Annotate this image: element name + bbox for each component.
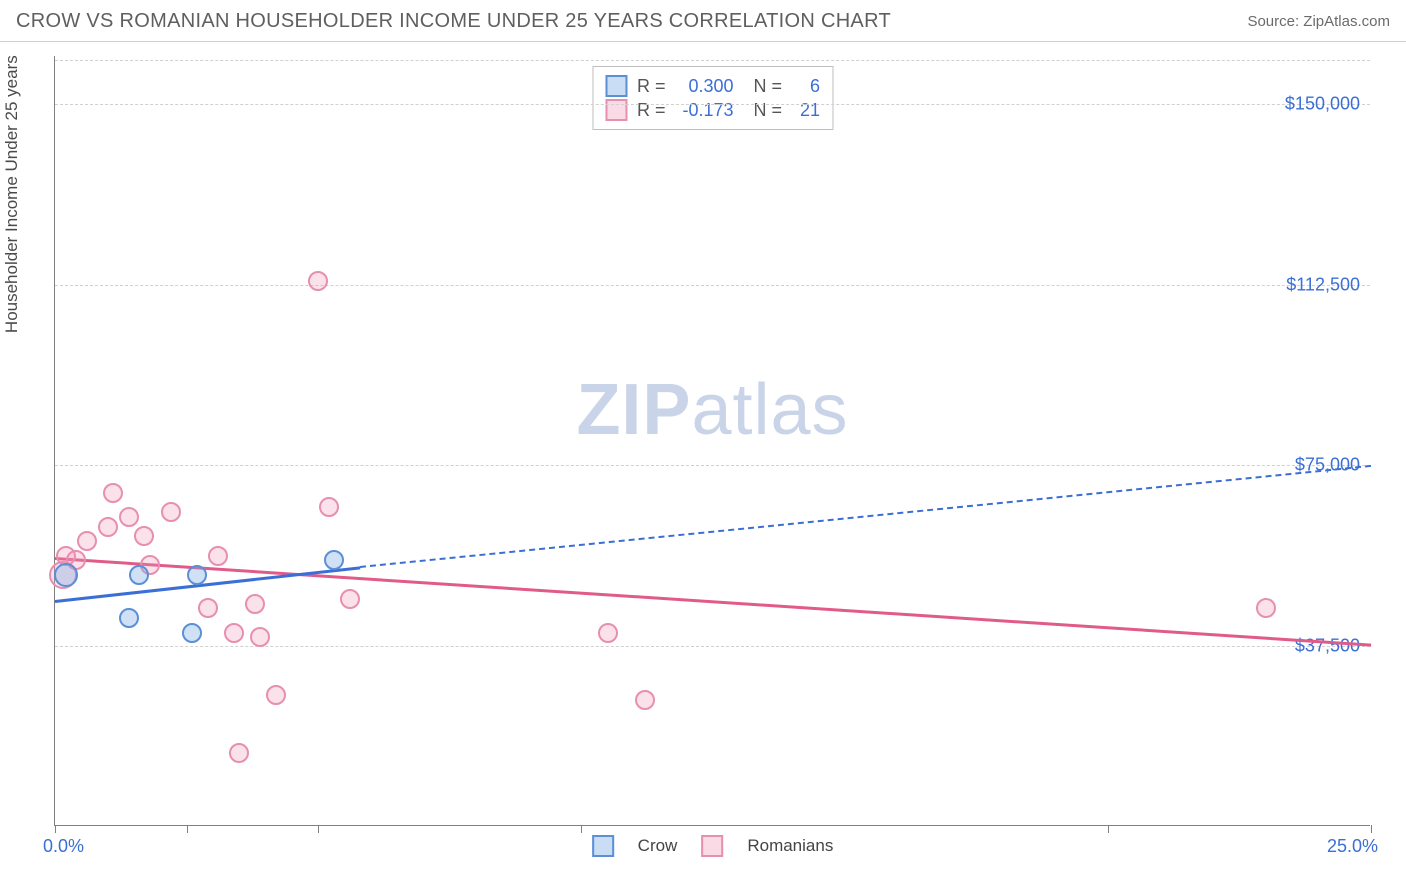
data-point	[598, 623, 618, 643]
data-point	[1256, 598, 1276, 618]
gridline	[55, 285, 1370, 286]
x-tick	[581, 825, 582, 833]
legend-swatch-crow-icon	[592, 835, 614, 857]
x-tick	[318, 825, 319, 833]
gridline	[55, 465, 1370, 466]
swatch-blue-icon	[605, 75, 627, 97]
x-tick	[1371, 825, 1372, 833]
gridline	[55, 60, 1370, 61]
stats-row-romanians: R = -0.173 N = 21	[605, 99, 820, 121]
data-point	[229, 743, 249, 763]
x-axis-min: 0.0%	[43, 836, 84, 857]
data-point	[187, 565, 207, 585]
data-point	[224, 623, 244, 643]
y-tick-label: $37,500	[1295, 635, 1360, 656]
chart-area: Householder Income Under 25 years ZIPatl…	[0, 42, 1406, 882]
data-point	[182, 623, 202, 643]
legend: Crow Romanians	[592, 835, 834, 857]
stats-row-crow: R = 0.300 N = 6	[605, 75, 820, 97]
y-tick-label: $112,500	[1286, 274, 1360, 295]
chart-header: CROW VS ROMANIAN HOUSEHOLDER INCOME UNDE…	[0, 0, 1406, 42]
trend-line	[55, 566, 361, 603]
swatch-pink-icon	[605, 99, 627, 121]
y-axis-label: Householder Income Under 25 years	[2, 55, 22, 333]
x-tick	[55, 825, 56, 833]
data-point	[119, 507, 139, 527]
data-point	[324, 550, 344, 570]
x-tick	[1108, 825, 1109, 833]
x-axis-max: 25.0%	[1327, 836, 1378, 857]
data-point	[161, 502, 181, 522]
data-point	[103, 483, 123, 503]
watermark: ZIPatlas	[576, 369, 848, 451]
stats-box: R = 0.300 N = 6 R = -0.173 N = 21	[592, 66, 833, 130]
data-point	[134, 526, 154, 546]
data-point	[635, 690, 655, 710]
data-point	[198, 598, 218, 618]
data-point	[319, 497, 339, 517]
data-point	[98, 517, 118, 537]
legend-swatch-romanians-icon	[701, 835, 723, 857]
plot-region: ZIPatlas R = 0.300 N = 6 R = -0.173 N = …	[54, 56, 1370, 826]
data-point	[266, 685, 286, 705]
data-point	[308, 271, 328, 291]
data-point	[245, 594, 265, 614]
legend-label-crow: Crow	[638, 836, 678, 856]
data-point	[250, 627, 270, 647]
chart-title: CROW VS ROMANIAN HOUSEHOLDER INCOME UNDE…	[16, 10, 891, 33]
legend-label-romanians: Romanians	[747, 836, 833, 856]
x-tick	[187, 825, 188, 833]
data-point	[129, 565, 149, 585]
source-label: Source: ZipAtlas.com	[1247, 13, 1390, 30]
data-point	[119, 608, 139, 628]
gridline	[55, 646, 1370, 647]
trend-line	[360, 465, 1371, 568]
data-point	[208, 546, 228, 566]
y-tick-label: $150,000	[1285, 94, 1360, 115]
data-point	[340, 589, 360, 609]
data-point	[77, 531, 97, 551]
gridline	[55, 104, 1370, 105]
data-point	[54, 563, 78, 587]
